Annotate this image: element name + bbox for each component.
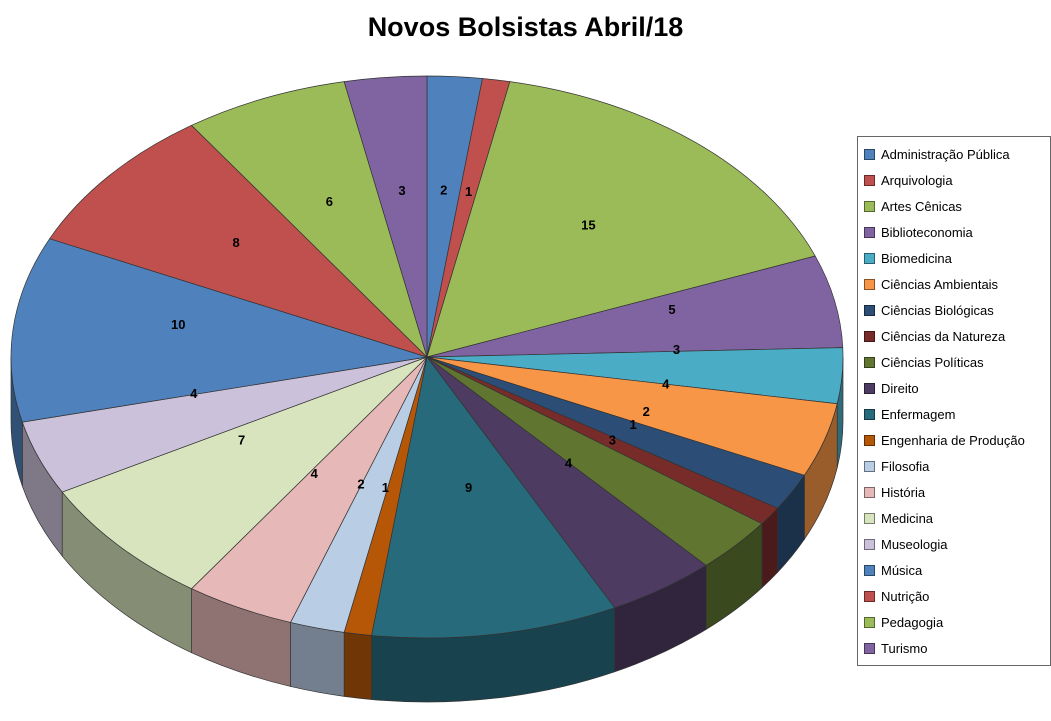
legend-label: Enfermagem <box>881 406 956 422</box>
legend-item: Ciências Ambientais <box>864 273 1044 295</box>
data-label: 2 <box>440 182 447 197</box>
data-label: 3 <box>609 433 616 448</box>
legend-swatch <box>864 252 875 264</box>
legend-item: Direito <box>864 377 1044 399</box>
data-label: 6 <box>326 194 333 209</box>
legend-label: Administração Pública <box>881 146 1010 162</box>
legend-item: Enfermagem <box>864 403 1044 425</box>
legend-item: Engenharia de Produção <box>864 429 1044 451</box>
legend-label: Engenharia de Produção <box>881 432 1025 448</box>
legend-item: História <box>864 481 1044 503</box>
legend-label: Arquivologia <box>881 172 953 188</box>
data-label: 4 <box>565 456 573 471</box>
legend-swatch <box>864 382 875 394</box>
legend-swatch <box>864 330 875 342</box>
legend-label: Pedagogia <box>881 614 944 630</box>
legend-swatch <box>864 226 875 238</box>
legend-item: Turismo <box>864 637 1044 659</box>
data-label: 2 <box>643 404 650 419</box>
legend-swatch <box>864 356 875 368</box>
legend-label: Medicina <box>881 510 934 526</box>
legend-item: Biblioteconomia <box>864 221 1044 243</box>
legend-swatch <box>864 200 875 212</box>
legend-item: Ciências da Natureza <box>864 325 1044 347</box>
pie-slice <box>190 81 428 358</box>
data-label: 1 <box>629 417 636 432</box>
legend-label: Turismo <box>881 640 928 656</box>
legend-swatch <box>864 408 875 420</box>
legend-label: Biomedicina <box>881 250 952 266</box>
legend-swatch <box>864 616 875 628</box>
legend-swatch <box>864 174 875 186</box>
legend-item: Pedagogia <box>864 611 1044 633</box>
legend-label: Artes Cênicas <box>881 198 962 214</box>
legend-label: Ciências da Natureza <box>881 328 1006 344</box>
legend-item: Arquivologia <box>864 169 1044 191</box>
data-label: 1 <box>382 480 389 495</box>
legend: Administração Pública Arquivologia Artes C… <box>857 136 1051 666</box>
legend-item: Artes Cênicas <box>864 195 1044 217</box>
data-label: 1 <box>465 184 472 199</box>
pie-slice <box>61 356 428 590</box>
legend-label: Ciências Ambientais <box>881 276 999 292</box>
legend-label: Biblioteconomia <box>881 224 973 240</box>
legend-swatch <box>864 564 875 576</box>
data-label: 5 <box>668 302 675 317</box>
data-label: 4 <box>662 376 670 391</box>
data-label: 2 <box>357 477 364 492</box>
legend-label: Filosofia <box>881 458 930 474</box>
legend-item: Nutrição <box>864 585 1044 607</box>
legend-swatch <box>864 148 875 160</box>
legend-label: História <box>881 484 926 500</box>
data-label: 4 <box>311 466 319 481</box>
pie-slice <box>426 81 816 358</box>
pie-slice-side <box>343 631 372 700</box>
pie-slice <box>371 356 616 639</box>
legend-item: Ciências Políticas <box>864 351 1044 373</box>
legend-label: Ciências Biológicas <box>881 302 994 318</box>
legend-swatch <box>864 278 875 290</box>
legend-swatch <box>864 460 875 472</box>
data-label: 3 <box>398 183 405 198</box>
legend-swatch <box>864 434 875 446</box>
legend-item: Medicina <box>864 507 1044 529</box>
legend-label: Direito <box>881 380 919 396</box>
data-label: 7 <box>238 433 245 448</box>
pie-slice <box>10 238 428 423</box>
legend-swatch <box>864 304 875 316</box>
data-label: 9 <box>465 480 472 495</box>
legend-item: Ciências Biológicas <box>864 299 1044 321</box>
legend-item: Filosofia <box>864 455 1044 477</box>
legend-swatch <box>864 512 875 524</box>
legend-item: Museologia <box>864 533 1044 555</box>
pie-slice <box>343 75 428 358</box>
chart-title: Novos Bolsistas Abril/18 <box>367 12 684 42</box>
data-label: 15 <box>581 217 595 232</box>
data-label: 3 <box>673 342 680 357</box>
legend-swatch <box>864 486 875 498</box>
pie-slice <box>426 255 844 358</box>
pie-slice <box>49 124 428 358</box>
legend-label: Nutrição <box>881 588 930 604</box>
legend-label: Museologia <box>881 536 948 552</box>
legend-swatch <box>864 642 875 654</box>
data-label: 10 <box>171 317 185 332</box>
legend-item: Música <box>864 559 1044 581</box>
pie-slice-side <box>290 622 345 697</box>
legend-item: Biomedicina <box>864 247 1044 269</box>
legend-label: Ciências Políticas <box>881 354 984 370</box>
legend-swatch <box>864 538 875 550</box>
legend-swatch <box>864 590 875 602</box>
data-label: 4 <box>190 386 198 401</box>
legend-label: Música <box>881 562 923 578</box>
legend-item: Administração Pública <box>864 143 1044 165</box>
data-label: 8 <box>232 235 239 250</box>
